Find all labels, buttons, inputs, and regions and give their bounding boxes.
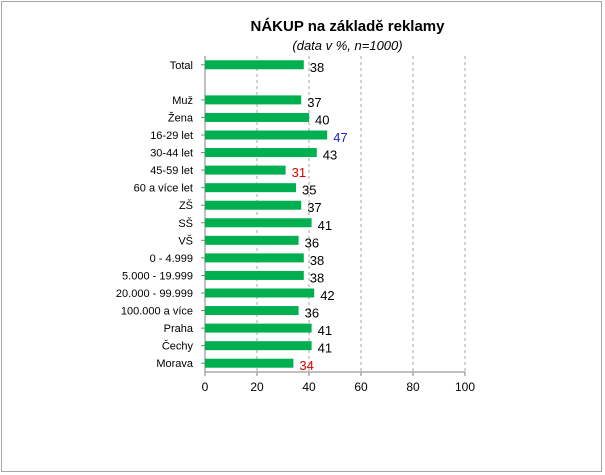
x-tick-label: 80 [406, 380, 420, 394]
category-label: ZŠ [179, 199, 193, 212]
data-label: 36 [305, 306, 319, 321]
category-label: 20.000 - 99.999 [116, 288, 193, 300]
bar [205, 306, 299, 316]
bar [205, 165, 286, 175]
category-label: VŠ [178, 234, 193, 247]
bar [205, 253, 304, 263]
category-label: 100.000 a více [121, 306, 193, 318]
chart-subtitle: (data v %, n=1000) [292, 38, 403, 53]
bar [205, 218, 312, 228]
bar [205, 270, 304, 280]
x-tick-label: 40 [302, 380, 316, 394]
category-label: SŠ [178, 217, 193, 230]
bar [205, 148, 317, 158]
category-label: 45-59 let [150, 165, 193, 177]
x-tick-label: 20 [250, 380, 264, 394]
category-label: Praha [164, 323, 194, 335]
bar [205, 288, 315, 298]
category-label: 0 - 4.999 [150, 253, 193, 265]
data-label: 41 [318, 341, 332, 356]
bar [205, 323, 312, 333]
data-label: 41 [318, 218, 332, 233]
category-label: 60 a více let [134, 183, 193, 195]
category-label: Total [170, 60, 193, 72]
data-label: 38 [310, 270, 324, 285]
data-label: 37 [307, 95, 321, 110]
bar [205, 112, 309, 122]
bar [205, 130, 328, 140]
category-label: 16-29 let [150, 130, 193, 142]
category-label: Morava [156, 358, 194, 370]
category-label: Žena [168, 111, 194, 124]
data-label: 36 [305, 235, 319, 250]
data-label: 43 [323, 148, 337, 163]
bar [205, 341, 312, 351]
bar [205, 235, 299, 245]
data-label: 31 [292, 165, 306, 180]
data-label: 34 [299, 358, 313, 373]
x-tick-label: 100 [455, 380, 475, 394]
data-label: 42 [320, 288, 334, 303]
category-label: 5.000 - 19.999 [122, 270, 193, 282]
data-label: 38 [310, 253, 324, 268]
data-label: 41 [318, 323, 332, 338]
data-label: 37 [307, 200, 321, 215]
data-label: 47 [333, 130, 347, 145]
data-label: 35 [302, 183, 316, 198]
bar [205, 183, 296, 193]
chart-title: NÁKUP na základě reklamy [250, 18, 445, 35]
data-label: 38 [310, 60, 324, 75]
x-tick-label: 60 [354, 380, 368, 394]
category-label: Čechy [162, 340, 194, 353]
category-label: 30-44 let [150, 148, 193, 160]
x-tick-label: 0 [202, 380, 209, 394]
category-label: Muž [172, 95, 193, 107]
data-label: 40 [315, 112, 329, 127]
bar [205, 358, 294, 368]
bar [205, 60, 304, 70]
bar [205, 95, 302, 105]
bar [205, 200, 302, 210]
